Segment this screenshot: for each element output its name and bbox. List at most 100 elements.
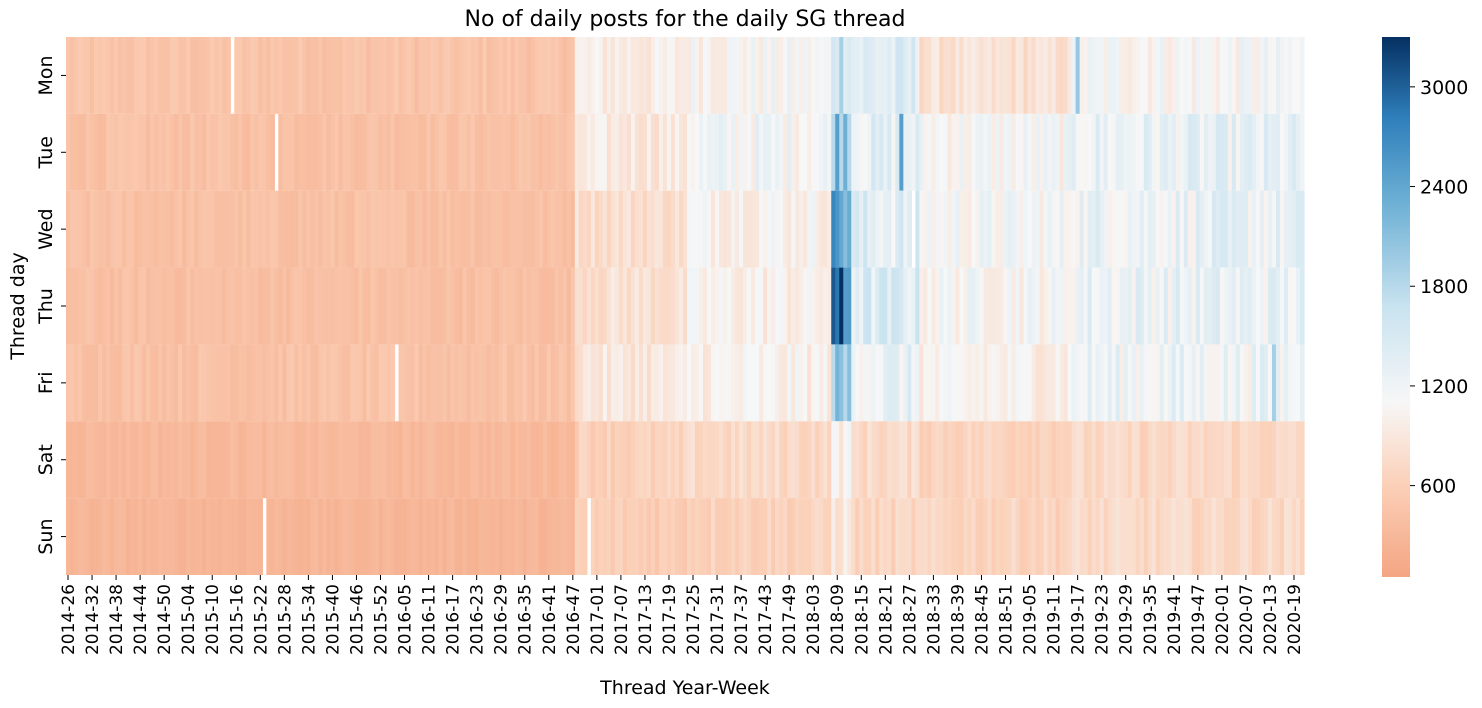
heatmap-cell: [1139, 37, 1145, 114]
heatmap-cell: [94, 113, 99, 191]
heatmap-cell: [210, 498, 215, 575]
heatmap-cell: [1135, 113, 1141, 191]
heatmap-cell: [514, 190, 520, 268]
heatmap-cell: [454, 190, 460, 268]
heatmap-cell: [278, 190, 283, 268]
heatmap-cell: [622, 113, 628, 191]
heatmap-cell: [1271, 190, 1277, 268]
heatmap-cell: [118, 267, 123, 345]
heatmap-cell: [338, 344, 344, 422]
heatmap-cell: [959, 267, 965, 345]
heatmap-cell: [1031, 344, 1037, 422]
heatmap-cell: [1055, 37, 1061, 114]
heatmap-cell: [374, 113, 380, 191]
heatmap-cell: [995, 190, 1001, 268]
heatmap-cell: [622, 190, 628, 268]
heatmap-cell: [114, 421, 119, 499]
heatmap-cell: [138, 37, 143, 114]
heatmap-cell: [967, 267, 973, 345]
heatmap-cell: [719, 37, 724, 114]
heatmap-cell: [1287, 267, 1293, 345]
x-tick-label: 2019-41: [1165, 584, 1185, 655]
heatmap-cell: [322, 421, 328, 499]
heatmap-cell: [1071, 113, 1077, 191]
heatmap-cell: [334, 37, 340, 114]
heatmap-cell: [598, 113, 604, 191]
heatmap-cell: [1123, 421, 1129, 499]
heatmap-cell: [1187, 37, 1193, 114]
heatmap-cell: [378, 190, 384, 268]
heatmap-cell: [266, 498, 271, 575]
heatmap-cell: [402, 37, 408, 114]
heatmap-cell: [859, 190, 864, 268]
heatmap-cell: [1183, 190, 1189, 268]
heatmap-cell: [955, 190, 961, 268]
heatmap-cell: [382, 113, 388, 191]
heatmap-cell: [687, 421, 692, 499]
heatmap-cell: [110, 421, 115, 499]
heatmap-cell: [562, 190, 568, 268]
heatmap-cell: [1003, 113, 1009, 191]
heatmap-cell: [1247, 267, 1253, 345]
x-tick-label: 2018-51: [997, 584, 1017, 655]
heatmap-cell: [1039, 421, 1045, 499]
heatmap-cell: [178, 37, 183, 114]
x-tick-label: 2015-52: [372, 584, 392, 655]
heatmap-cell: [739, 421, 744, 499]
y-tick-label: Sun: [35, 518, 57, 554]
heatmap-cell: [650, 344, 656, 422]
heatmap-cell: [82, 498, 87, 575]
heatmap-cell: [983, 190, 989, 268]
heatmap-cell: [354, 344, 360, 422]
heatmap-cell: [626, 190, 632, 268]
heatmap-cell: [358, 190, 364, 268]
heatmap-cell: [302, 37, 307, 114]
heatmap-cell: [218, 267, 223, 345]
heatmap-cell: [674, 113, 680, 191]
heatmap-cell: [522, 190, 528, 268]
heatmap-cell: [438, 344, 444, 422]
heatmap-cell: [194, 498, 199, 575]
heatmap-cell: [871, 498, 876, 575]
heatmap-cell: [670, 37, 676, 114]
heatmap-cell: [274, 421, 279, 499]
heatmap-cell: [642, 37, 648, 114]
heatmap-cell: [743, 421, 748, 499]
heatmap-cell: [574, 498, 580, 575]
heatmap-cell: [835, 37, 840, 114]
heatmap-cell: [1211, 421, 1217, 499]
heatmap-cell: [258, 498, 263, 575]
heatmap-cell: [178, 421, 183, 499]
heatmap-cell: [799, 344, 804, 422]
heatmap-cell: [86, 498, 91, 575]
heatmap-cell: [919, 267, 924, 345]
heatmap-cell: [338, 421, 344, 499]
heatmap-cell: [218, 498, 223, 575]
heatmap-cell: [1259, 113, 1265, 191]
heatmap-cell: [214, 113, 219, 191]
heatmap-cell: [1199, 267, 1205, 345]
heatmap-cell: [482, 498, 488, 575]
heatmap-cell: [174, 113, 179, 191]
heatmap-cell: [835, 344, 840, 422]
heatmap-cell: [799, 190, 804, 268]
heatmap-cell: [214, 37, 219, 114]
heatmap-cell: [66, 37, 71, 114]
heatmap-cell: [1091, 267, 1097, 345]
heatmap-cell: [354, 421, 360, 499]
heatmap-cell: [1151, 344, 1157, 422]
heatmap-cell: [915, 37, 920, 114]
heatmap-cell: [879, 498, 884, 575]
heatmap-cell: [478, 190, 484, 268]
heatmap-cell: [234, 498, 239, 575]
heatmap-cell: [578, 37, 584, 114]
heatmap-cell: [815, 113, 820, 191]
heatmap-cell: [903, 267, 908, 345]
heatmap-cell: [514, 267, 520, 345]
heatmap-cell: [1159, 267, 1165, 345]
heatmap-cell: [442, 421, 448, 499]
heatmap-cell: [1291, 421, 1297, 499]
heatmap-cell: [747, 113, 752, 191]
heatmap-cell: [538, 113, 544, 191]
heatmap-cell: [478, 37, 484, 114]
